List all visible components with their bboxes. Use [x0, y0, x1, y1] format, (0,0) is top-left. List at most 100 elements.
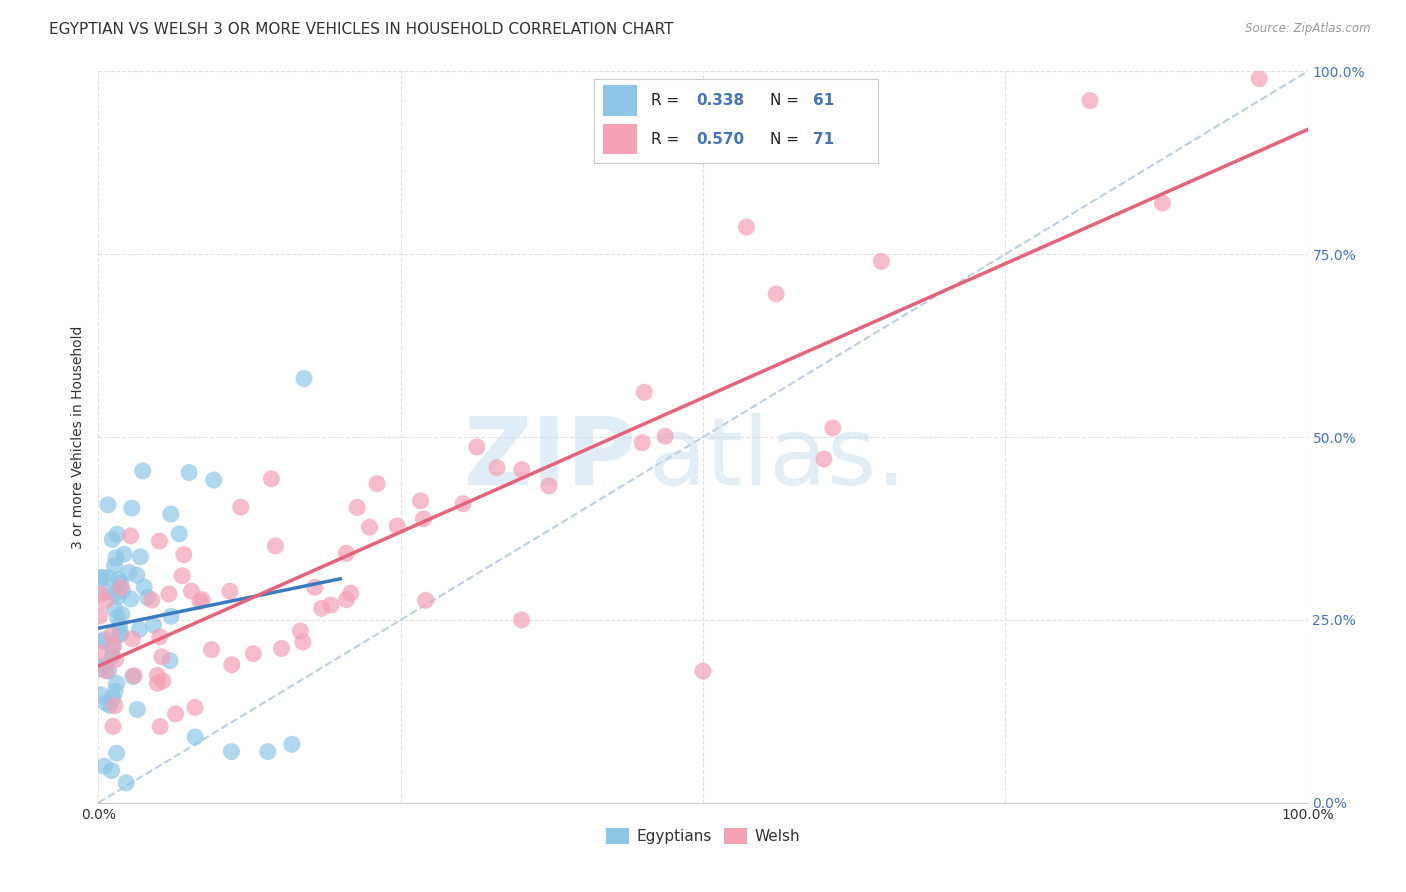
Point — [110, 576, 132, 591]
Point — [654, 429, 676, 443]
Point — [1249, 71, 1271, 86]
Point — [89, 608, 111, 623]
Point — [89, 571, 111, 585]
Point — [633, 385, 655, 400]
Point — [91, 571, 114, 585]
Point — [110, 626, 132, 640]
Point — [184, 700, 207, 714]
Point — [631, 435, 654, 450]
Point — [97, 664, 120, 678]
Point — [98, 698, 121, 713]
Point — [219, 584, 242, 599]
Point — [281, 737, 304, 751]
Point — [121, 632, 143, 646]
Point — [104, 652, 127, 666]
Point — [160, 507, 183, 521]
Point — [120, 592, 142, 607]
Point — [169, 526, 191, 541]
Point — [177, 466, 200, 480]
Point — [311, 601, 333, 615]
Point — [304, 580, 326, 594]
Point — [101, 533, 124, 547]
Point — [94, 594, 117, 608]
Point — [159, 654, 181, 668]
Point — [134, 580, 156, 594]
Point — [221, 657, 243, 672]
Point — [128, 623, 150, 637]
Point — [339, 586, 361, 600]
Point — [108, 628, 131, 642]
Point — [290, 624, 312, 638]
Legend: Egyptians, Welsh: Egyptians, Welsh — [600, 822, 806, 850]
Point — [256, 745, 278, 759]
Point — [129, 549, 152, 564]
Point — [813, 452, 835, 467]
Point — [111, 607, 134, 622]
Point — [465, 440, 488, 454]
Point — [510, 463, 533, 477]
Point — [100, 764, 122, 778]
Point — [191, 592, 214, 607]
Point — [107, 610, 129, 624]
Point — [202, 473, 225, 487]
Point — [173, 548, 195, 562]
Text: ZIP: ZIP — [464, 413, 637, 505]
Point — [510, 613, 533, 627]
Point — [94, 696, 117, 710]
Point — [264, 539, 287, 553]
Point — [200, 642, 222, 657]
Point — [101, 649, 124, 664]
Point — [152, 674, 174, 689]
Point — [451, 497, 474, 511]
Point — [366, 476, 388, 491]
Point — [100, 628, 122, 642]
Point — [103, 558, 125, 573]
Point — [359, 520, 381, 534]
Point — [180, 584, 202, 599]
Point — [101, 690, 124, 705]
Point — [104, 602, 127, 616]
Point — [537, 479, 560, 493]
Point — [409, 493, 432, 508]
Point — [1078, 94, 1101, 108]
Point — [385, 519, 408, 533]
Point — [148, 534, 170, 549]
Y-axis label: 3 or more Vehicles in Household: 3 or more Vehicles in Household — [72, 326, 86, 549]
Point — [104, 698, 127, 713]
Point — [270, 641, 292, 656]
Point — [319, 598, 342, 612]
Point — [149, 630, 172, 644]
Point — [127, 702, 149, 716]
Point — [89, 688, 111, 702]
Point — [96, 664, 118, 678]
Point — [96, 585, 118, 599]
Point — [90, 634, 112, 648]
Point — [692, 664, 714, 678]
Point — [121, 669, 143, 683]
Text: atlas.: atlas. — [648, 413, 907, 505]
Point — [122, 669, 145, 683]
Point — [292, 371, 315, 385]
Point — [89, 646, 111, 660]
Point — [125, 568, 148, 582]
Point — [90, 662, 112, 676]
Text: Source: ZipAtlas.com: Source: ZipAtlas.com — [1246, 22, 1371, 36]
Point — [735, 220, 758, 235]
Point — [110, 581, 132, 595]
Point — [93, 632, 115, 647]
Point — [415, 593, 437, 607]
Point — [105, 527, 128, 541]
Point — [115, 776, 138, 790]
Point — [149, 720, 172, 734]
Point — [221, 745, 243, 759]
Point — [101, 641, 124, 656]
Point — [260, 472, 283, 486]
Point — [121, 501, 143, 516]
Point — [112, 547, 135, 561]
Point — [103, 638, 125, 652]
Point — [821, 421, 844, 435]
Point — [335, 592, 357, 607]
Point — [335, 546, 357, 560]
Point — [120, 529, 142, 543]
Point — [131, 464, 153, 478]
